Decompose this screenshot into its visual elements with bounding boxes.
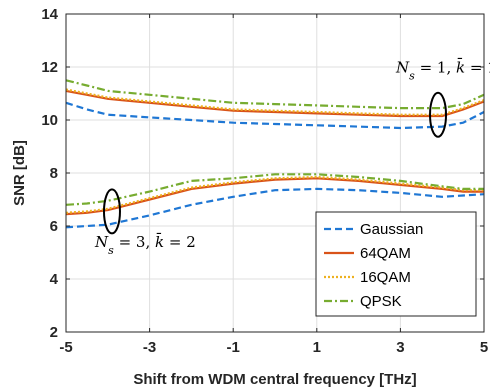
annotation-ellipse bbox=[102, 188, 121, 235]
series-line-qpsk bbox=[65, 173, 484, 206]
annotation-ellipse bbox=[429, 91, 448, 138]
x-tick-label: -3 bbox=[143, 339, 156, 356]
legend: Gaussian 64QAM 16QAM QPSK bbox=[315, 211, 477, 317]
legend-label-qpsk: QPSK bbox=[360, 293, 402, 310]
annotation-label: Ns = 1, k̄ = 1 bbox=[395, 58, 490, 82]
x-tick-label: -5 bbox=[59, 339, 72, 356]
x-tick-label: 3 bbox=[396, 339, 404, 356]
x-tick-label: -1 bbox=[227, 339, 240, 356]
series-line-qpsk bbox=[65, 79, 485, 110]
series-line-16qam bbox=[65, 88, 485, 116]
x-tick-label: 5 bbox=[480, 339, 488, 356]
legend-label-64qam: 64QAM bbox=[360, 245, 411, 262]
y-tick-label: 6 bbox=[50, 218, 58, 235]
legend-label-gaussian: Gaussian bbox=[360, 221, 423, 238]
y-tick-label: 14 bbox=[41, 6, 58, 23]
series-layer bbox=[65, 79, 485, 229]
series-line-gaussian bbox=[65, 101, 485, 130]
y-tick-label: 8 bbox=[50, 165, 58, 182]
y-tick-label: 4 bbox=[50, 271, 59, 288]
series-line-16qam bbox=[65, 175, 484, 214]
y-tick-label: 12 bbox=[41, 59, 58, 76]
x-tick-label: 1 bbox=[313, 339, 321, 356]
annotation-layer: Ns = 1, k̄ = 1 Ns = 3, k̄ = 2 bbox=[94, 58, 490, 257]
legend-box bbox=[315, 211, 477, 317]
y-tick-label: 2 bbox=[50, 324, 58, 341]
y-tick-label: 10 bbox=[41, 112, 58, 129]
x-axis-label: Shift from WDM central frequency [THz] bbox=[133, 371, 416, 387]
series-line-64qam bbox=[65, 89, 485, 118]
legend-label-16qam: 16QAM bbox=[360, 269, 411, 286]
y-axis-label: SNR [dB] bbox=[11, 140, 28, 206]
series-line-64qam bbox=[65, 177, 484, 216]
series-line-gaussian bbox=[65, 187, 485, 229]
tick-labels: -5 -3 -1 1 3 5 2 4 6 8 10 12 14 bbox=[41, 6, 488, 356]
annotation-label: Ns = 3, k̄ = 2 bbox=[94, 233, 196, 257]
